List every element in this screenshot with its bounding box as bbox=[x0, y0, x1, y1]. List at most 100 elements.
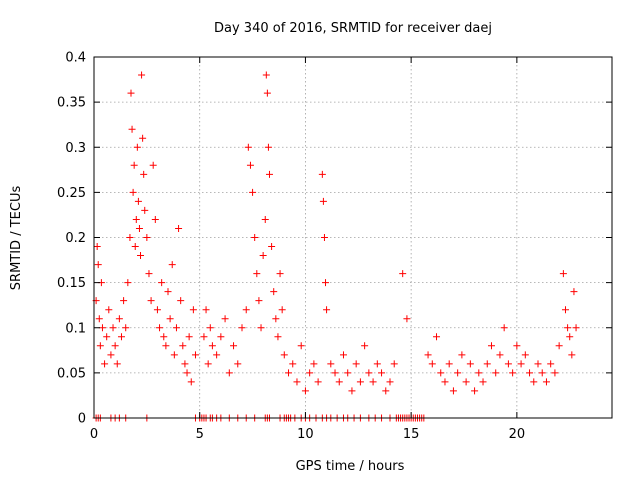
data-point bbox=[568, 351, 576, 359]
data-point bbox=[369, 378, 377, 386]
data-point bbox=[570, 288, 578, 296]
data-point bbox=[217, 333, 225, 341]
data-point bbox=[177, 297, 185, 305]
data-point bbox=[297, 342, 305, 350]
data-point bbox=[344, 369, 352, 377]
data-point bbox=[276, 270, 284, 278]
data-point bbox=[221, 315, 229, 323]
data-point bbox=[323, 306, 331, 314]
data-point bbox=[94, 261, 102, 269]
data-point bbox=[253, 270, 261, 278]
data-point bbox=[263, 89, 271, 97]
data-point bbox=[471, 387, 479, 395]
data-point bbox=[160, 333, 168, 341]
data-point bbox=[542, 378, 550, 386]
data-point bbox=[162, 342, 170, 350]
data-point bbox=[268, 243, 276, 251]
data-point bbox=[441, 378, 449, 386]
data-point bbox=[566, 333, 574, 341]
data-point bbox=[449, 387, 457, 395]
data-point bbox=[141, 206, 149, 214]
data-point bbox=[487, 342, 495, 350]
data-point bbox=[378, 369, 386, 377]
data-point bbox=[109, 324, 117, 332]
data-point bbox=[348, 387, 356, 395]
data-point bbox=[500, 324, 508, 332]
data-point bbox=[156, 324, 164, 332]
data-point bbox=[475, 369, 483, 377]
data-point bbox=[103, 333, 111, 341]
data-point bbox=[107, 351, 115, 359]
data-point bbox=[466, 360, 474, 368]
y-axis-label: SRMTID / TECUs bbox=[9, 186, 24, 291]
data-point bbox=[168, 261, 176, 269]
data-point bbox=[138, 71, 146, 79]
data-point bbox=[301, 387, 309, 395]
x-tick-labels: 0 5 10 15 20 bbox=[90, 427, 525, 442]
y-tick-label: 0.15 bbox=[57, 276, 86, 291]
data-point bbox=[170, 351, 178, 359]
data-point bbox=[555, 342, 563, 350]
data-point bbox=[113, 360, 121, 368]
data-point bbox=[521, 351, 529, 359]
y-tick-label: 0.35 bbox=[57, 96, 86, 111]
data-point bbox=[399, 270, 407, 278]
data-point bbox=[496, 351, 504, 359]
data-point bbox=[479, 378, 487, 386]
data-point bbox=[126, 234, 134, 241]
data-point bbox=[310, 360, 318, 368]
data-point bbox=[206, 324, 214, 332]
data-point bbox=[181, 360, 189, 368]
data-point bbox=[244, 143, 252, 151]
x-tick-label: 20 bbox=[509, 427, 526, 442]
data-points bbox=[92, 71, 580, 422]
data-point bbox=[139, 134, 147, 142]
data-point bbox=[164, 288, 172, 296]
y-tick-label: 0.1 bbox=[65, 321, 86, 336]
data-point bbox=[265, 170, 273, 178]
data-point bbox=[101, 360, 109, 368]
data-point bbox=[339, 351, 347, 359]
data-point bbox=[98, 324, 106, 332]
data-point bbox=[280, 351, 288, 359]
data-point bbox=[234, 360, 242, 368]
data-point bbox=[172, 324, 180, 332]
data-point bbox=[122, 324, 130, 332]
data-point bbox=[111, 342, 119, 350]
data-point bbox=[96, 342, 104, 350]
data-point bbox=[132, 215, 140, 223]
data-point bbox=[158, 279, 166, 287]
data-point bbox=[517, 360, 525, 368]
data-point bbox=[327, 360, 335, 368]
data-point bbox=[251, 234, 259, 241]
data-point bbox=[131, 243, 139, 251]
data-point bbox=[285, 369, 293, 377]
data-point bbox=[124, 279, 132, 287]
y-tick-labels: 0 0.05 0.1 0.15 0.2 0.25 0.3 0.35 0.4 bbox=[57, 51, 86, 427]
data-point bbox=[322, 279, 330, 287]
data-point bbox=[129, 188, 137, 196]
data-point bbox=[559, 270, 567, 278]
data-point bbox=[293, 378, 301, 386]
data-point bbox=[454, 369, 462, 377]
y-tick-label: 0 bbox=[78, 412, 86, 427]
data-point bbox=[145, 270, 153, 278]
data-point bbox=[105, 306, 113, 314]
data-point bbox=[175, 224, 183, 232]
data-point bbox=[130, 161, 138, 169]
data-point bbox=[133, 143, 141, 151]
y-tick-label: 0.3 bbox=[65, 141, 86, 156]
data-point bbox=[208, 342, 216, 350]
data-point bbox=[437, 369, 445, 377]
data-point bbox=[135, 224, 143, 232]
y-tick-label: 0.05 bbox=[57, 366, 86, 381]
data-point bbox=[95, 315, 103, 323]
y-tick-label: 0.2 bbox=[65, 231, 86, 246]
data-point bbox=[143, 234, 151, 241]
data-point bbox=[492, 369, 500, 377]
data-point bbox=[140, 170, 148, 178]
data-point bbox=[238, 324, 246, 332]
data-point bbox=[249, 188, 257, 196]
data-point bbox=[331, 369, 339, 377]
grid-lines bbox=[94, 57, 612, 418]
